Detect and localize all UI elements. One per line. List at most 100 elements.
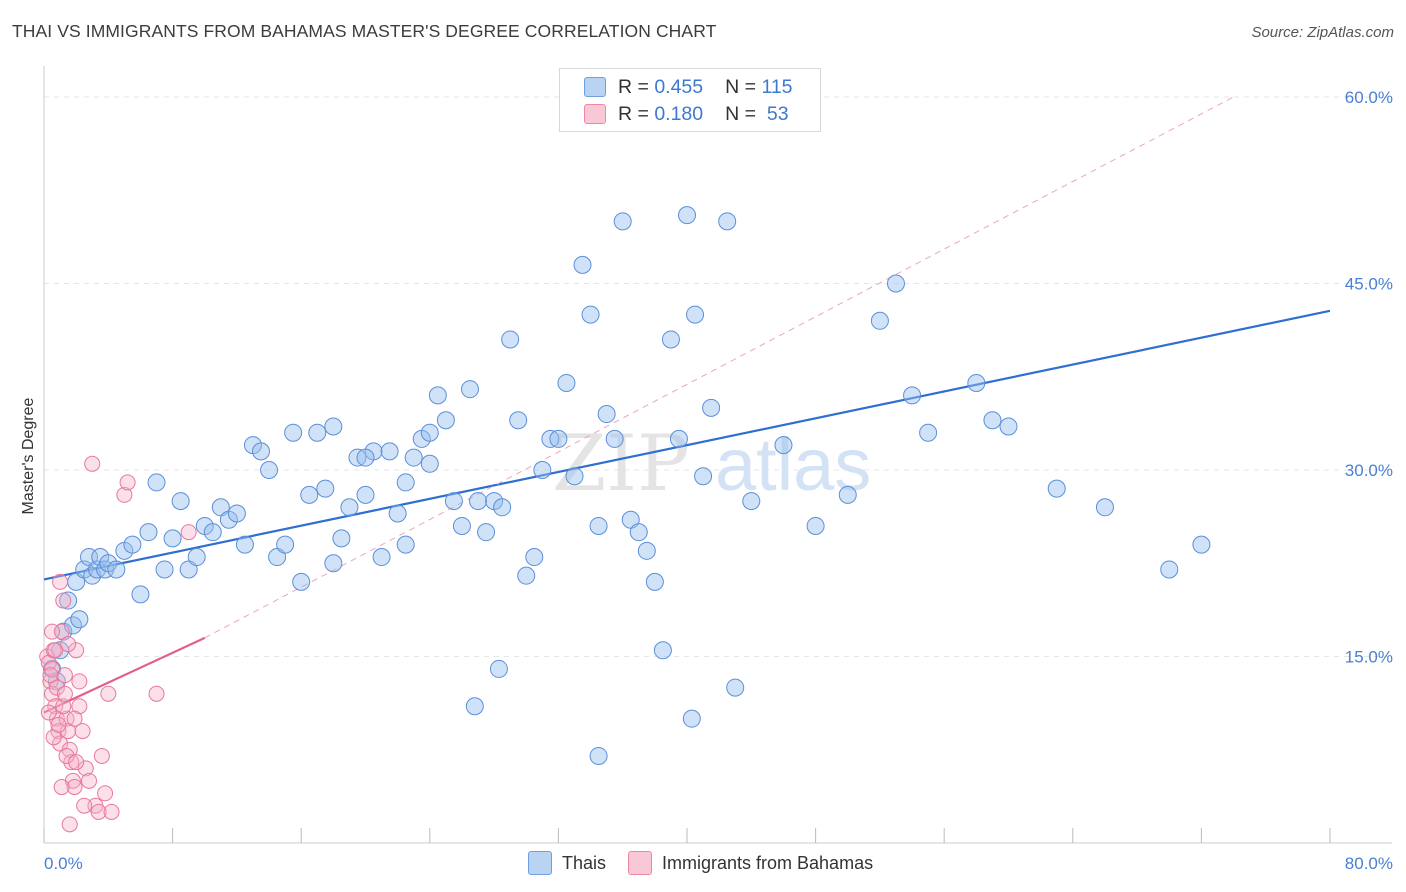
point-thais (59, 591, 78, 610)
series-swatch-thais (528, 851, 552, 875)
legend-r-label: R = (618, 75, 655, 98)
point-thais (718, 212, 737, 231)
point-thais (147, 473, 166, 492)
series-label-thais: Thais (562, 852, 607, 873)
series-legend-thais: Thais (528, 851, 606, 875)
point-thais (284, 423, 303, 442)
point-bahamas (119, 474, 136, 491)
point-bahamas (97, 785, 114, 802)
y-axis-label: Master's Degree (20, 397, 37, 514)
point-bahamas (42, 673, 59, 690)
point-thais (661, 330, 680, 349)
point-thais (388, 504, 407, 523)
point-thais (694, 467, 713, 486)
y-tick-label: 60.0% (1345, 88, 1393, 107)
point-bahamas (42, 667, 59, 684)
point-thais (682, 709, 701, 728)
point-thais (404, 448, 423, 467)
point-thais (597, 405, 616, 424)
point-thais (1095, 498, 1114, 517)
point-thais (70, 610, 89, 629)
point-bahamas (48, 679, 65, 696)
point-bahamas (52, 735, 69, 752)
point-bahamas (58, 747, 75, 764)
point-bahamas (44, 660, 61, 677)
point-bahamas (100, 685, 117, 702)
x-tick-label: 0.0% (44, 854, 83, 873)
point-thais (589, 516, 608, 535)
legend-n-label: N = (725, 75, 762, 98)
point-thais (678, 206, 696, 225)
legend-r-label: R = (618, 102, 655, 125)
point-thais (517, 566, 536, 585)
point-thais (653, 641, 672, 660)
point-bahamas (68, 642, 85, 659)
point-bahamas (84, 455, 101, 472)
point-thais (557, 373, 576, 392)
point-thais (999, 417, 1018, 436)
point-thais (605, 429, 624, 448)
point-thais (131, 585, 150, 604)
point-thais (742, 492, 761, 511)
point-thais (1192, 535, 1211, 554)
point-bahamas (55, 592, 72, 609)
trend-line-bahamas-extension (204, 96, 1234, 639)
point-thais (452, 516, 471, 535)
point-bahamas (53, 623, 70, 640)
point-thais (726, 678, 745, 697)
point-thais (967, 373, 986, 392)
point-thais (886, 274, 905, 293)
point-thais (324, 417, 343, 436)
point-thais (465, 697, 484, 716)
point-thais (489, 659, 508, 678)
series-label-bahamas: Immigrants from Bahamas (662, 852, 874, 873)
point-bahamas (116, 486, 133, 503)
point-thais (613, 212, 632, 231)
series-legend: Thais Immigrants from Bahamas (528, 851, 895, 875)
point-thais (444, 492, 463, 511)
legend-n-value: 53 (761, 102, 789, 125)
point-thais (163, 529, 182, 548)
axes (43, 66, 1392, 844)
point-bahamas (47, 698, 64, 715)
point-bahamas (74, 723, 91, 740)
point-bahamas (93, 747, 110, 764)
point-thais (983, 411, 1002, 430)
point-thais (139, 523, 158, 542)
point-bahamas (58, 710, 75, 727)
y-tick-label: 15.0% (1345, 648, 1393, 667)
point-thais (702, 398, 721, 417)
source-label: Source: ZipAtlas.com (1251, 24, 1394, 41)
point-bahamas (71, 698, 88, 715)
point-thais (123, 535, 142, 554)
point-thais (838, 485, 857, 504)
point-bahamas (180, 524, 197, 541)
point-bahamas (55, 698, 72, 715)
point-thais (525, 548, 544, 567)
point-thais (235, 535, 254, 554)
legend-r-value: 0.455 (654, 75, 704, 98)
series-swatch-bahamas (628, 851, 653, 875)
point-thais (870, 311, 889, 330)
point-thais (260, 461, 279, 479)
point-thais (324, 554, 343, 573)
legend-n-value: 115 (761, 75, 793, 98)
point-thais (645, 572, 664, 591)
point-bahamas (56, 685, 73, 702)
point-thais (356, 448, 375, 467)
watermark-zip: ZIP (552, 419, 690, 509)
point-thais (276, 535, 295, 554)
point-thais (47, 672, 66, 691)
point-bahamas (44, 623, 61, 640)
gridlines (44, 96, 1392, 657)
point-thais (436, 411, 455, 430)
chart-title: THAI VS IMMIGRANTS FROM BAHAMAS MASTER'S… (12, 21, 717, 41)
watermark-atlas: atlas (715, 423, 871, 506)
point-bahamas (68, 754, 85, 771)
point-thais (155, 560, 174, 579)
legend-swatch-bahamas (584, 104, 606, 124)
point-thais (292, 572, 311, 591)
y-tick-label: 30.0% (1345, 461, 1393, 480)
point-thais (589, 746, 608, 765)
tick-labels: 15.0% 30.0% 45.0% 60.0% 0.0% 80.0% (44, 88, 1393, 873)
